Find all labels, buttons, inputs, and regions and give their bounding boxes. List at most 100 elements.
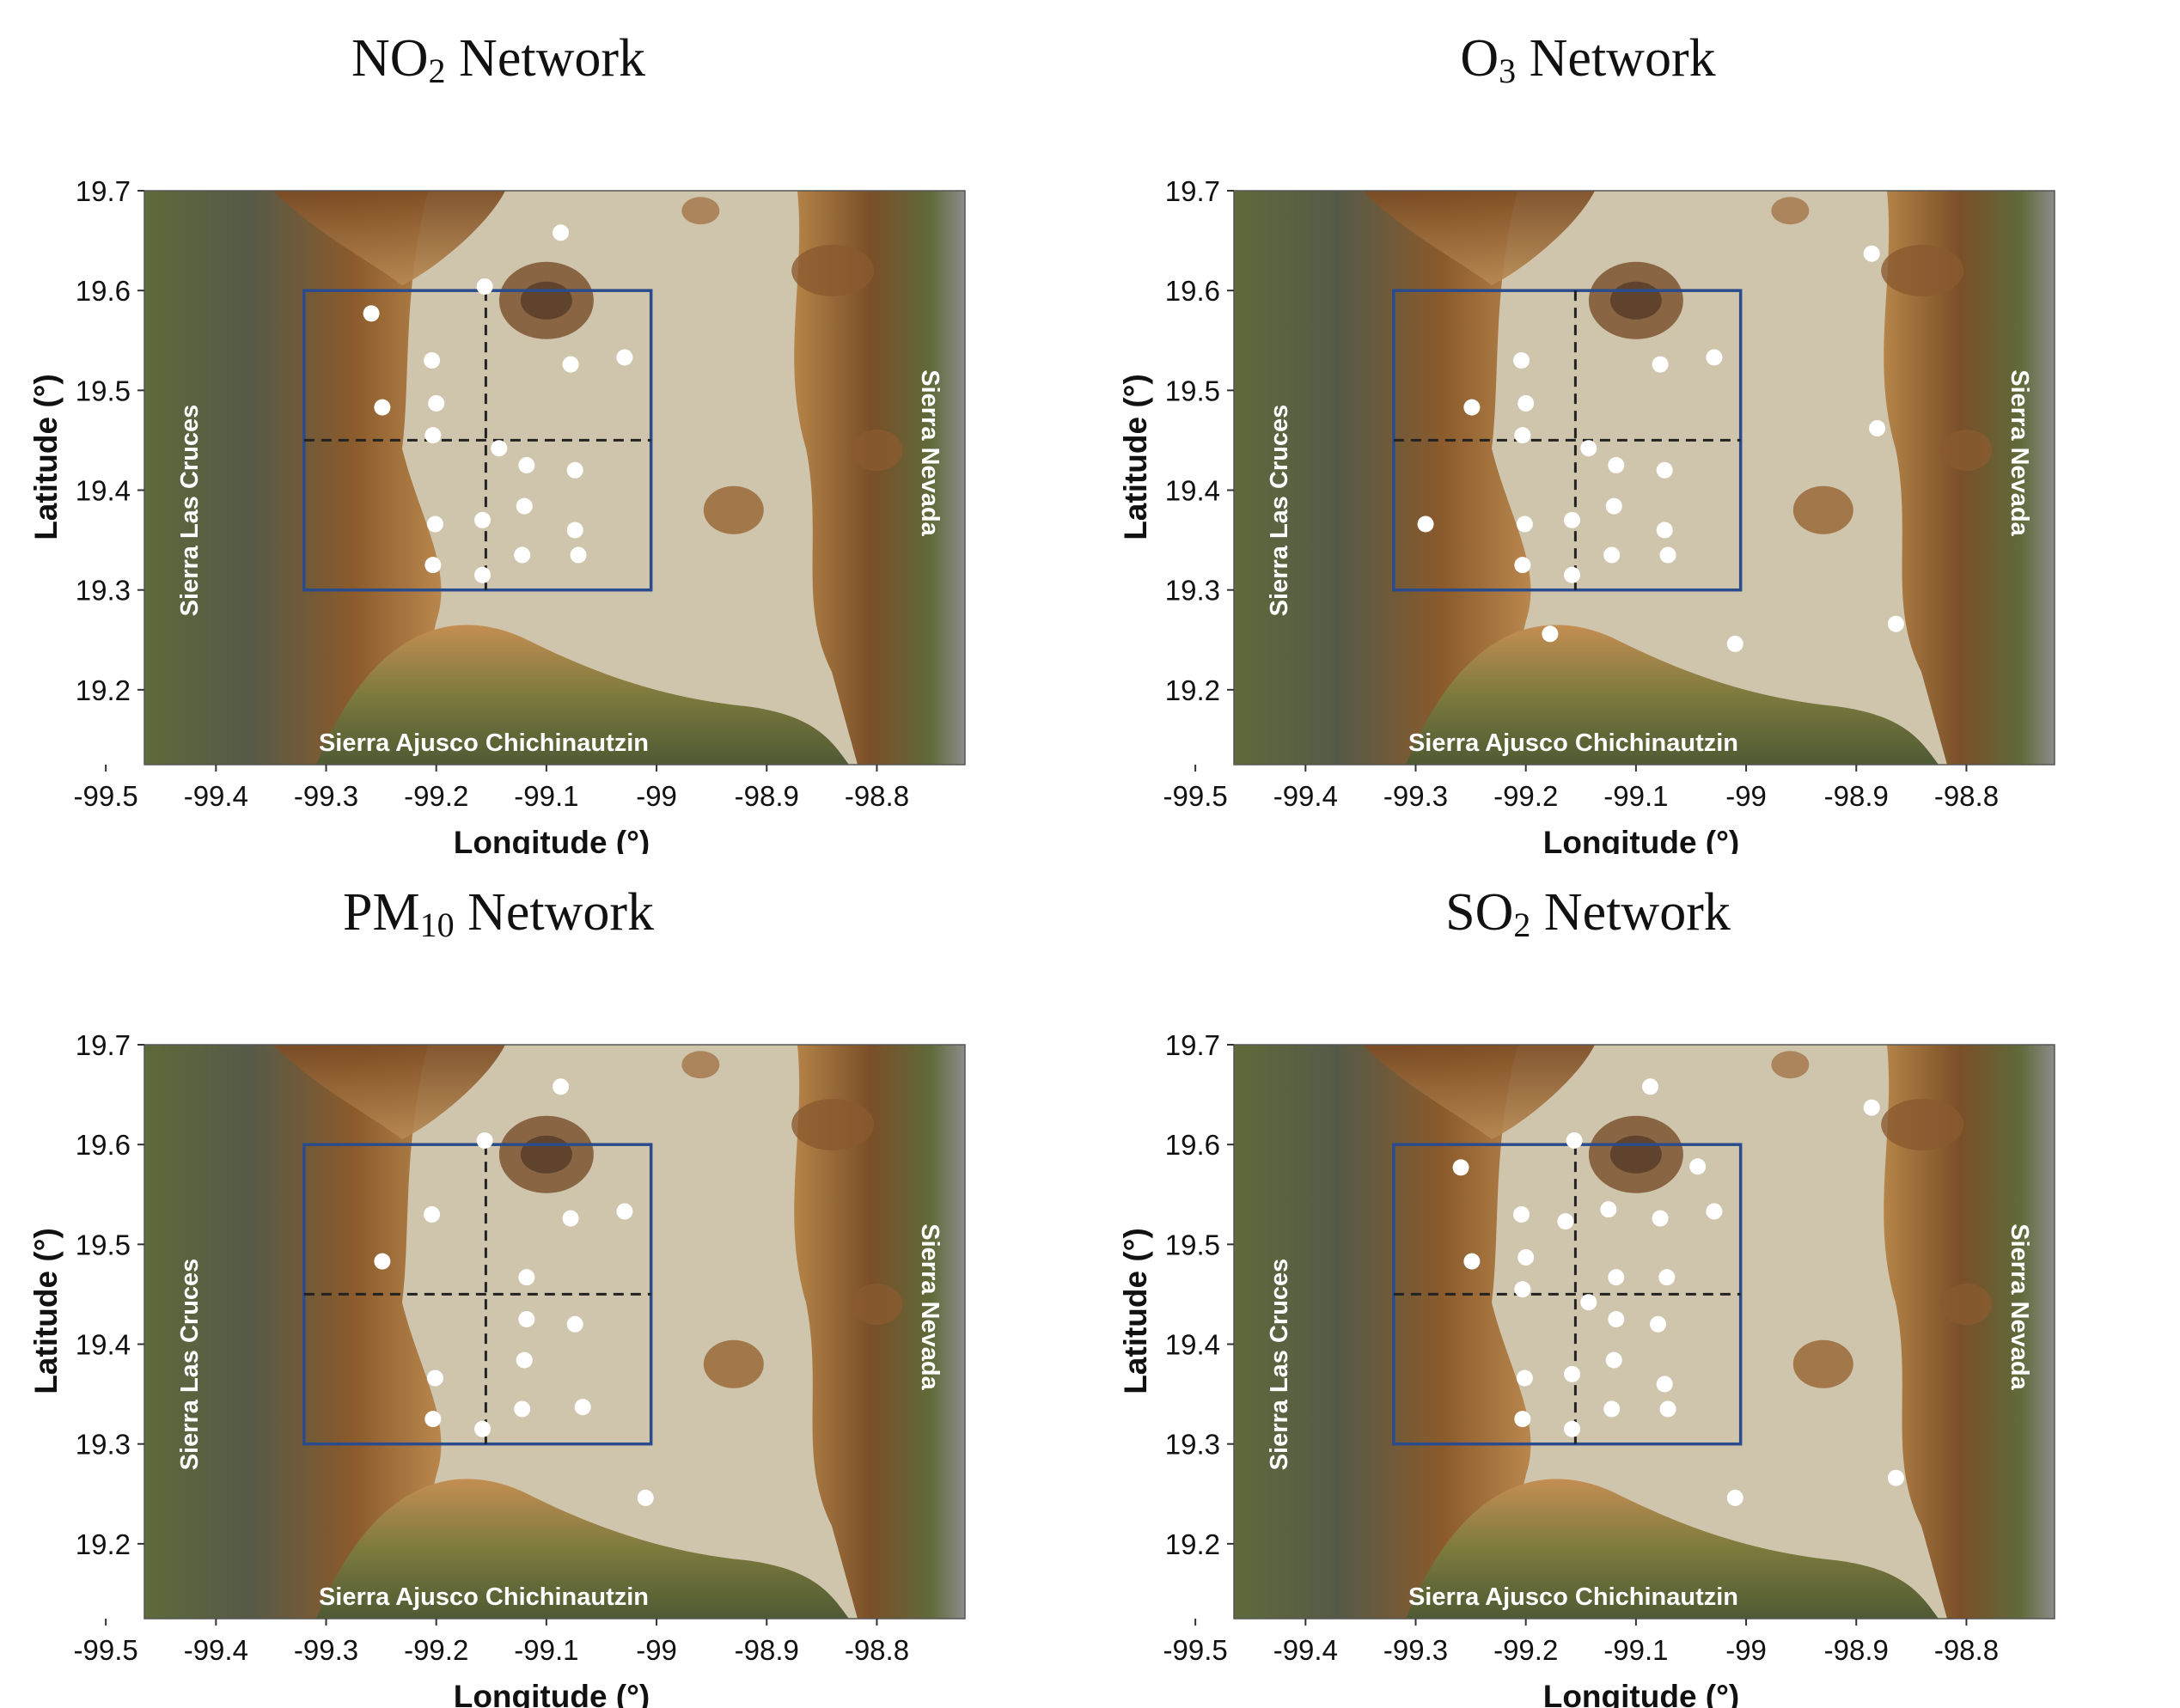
terrain-map <box>1234 1045 2055 1619</box>
x-tick-label: -98.8 <box>845 780 909 812</box>
station-point <box>474 1420 492 1437</box>
station-point <box>518 456 535 473</box>
station-point <box>1706 349 1723 366</box>
station-point <box>1642 1078 1659 1095</box>
station-point <box>1517 394 1535 412</box>
x-tick-label: -99.1 <box>1603 780 1668 812</box>
region-label-south: Sierra Ajusco Chichinautzin <box>1408 729 1738 757</box>
terrain-map <box>1234 191 2055 765</box>
station-point <box>1516 1369 1533 1387</box>
station-point <box>1566 1132 1583 1150</box>
y-axis-label: Latitude (°) <box>1118 1228 1153 1394</box>
panel-title: O3 Network <box>1460 29 1715 90</box>
x-tick-label: -99.3 <box>1383 1634 1448 1666</box>
y-tick-label: 19.7 <box>76 175 131 207</box>
region-label-west: Sierra Las Cruces <box>1266 405 1293 617</box>
station-point <box>1600 1201 1617 1218</box>
station-point <box>1608 456 1625 473</box>
station-point <box>553 224 570 241</box>
terrain-map <box>144 191 965 765</box>
x-tick-label: -99.1 <box>514 1634 578 1666</box>
station-point <box>570 546 587 564</box>
station-point <box>1463 399 1481 416</box>
x-tick-label: -99.2 <box>404 780 468 812</box>
x-tick-label: -99.4 <box>184 780 248 812</box>
y-tick-label: 19.2 <box>76 1528 131 1560</box>
map-panel-no2: NO2 Network Sierra Las Cruces Sierra Nevad… <box>0 0 1090 854</box>
x-tick-label: -99.1 <box>514 780 578 812</box>
y-tick-label: 19.7 <box>76 1029 131 1061</box>
station-point <box>1656 1376 1673 1393</box>
station-point <box>1656 461 1673 479</box>
x-axis-label: Longitude (°) <box>1543 825 1740 854</box>
x-tick-label: -99.2 <box>1493 780 1558 812</box>
x-tick-label: -99.4 <box>1273 1634 1338 1666</box>
station-point <box>1659 1400 1676 1418</box>
panel-title: PM10 Network <box>343 883 654 944</box>
station-point <box>1516 515 1533 533</box>
y-tick-label: 19.5 <box>76 375 131 406</box>
station-point <box>1887 1469 1904 1486</box>
x-axis-label: Longitude (°) <box>454 825 650 854</box>
x-tick-label: -98.8 <box>1934 1634 1999 1666</box>
station-point <box>1514 1411 1531 1428</box>
y-tick-label: 19.6 <box>76 275 131 307</box>
region-label-south: Sierra Ajusco Chichinautzin <box>319 1583 649 1611</box>
station-point <box>1580 440 1597 457</box>
station-point <box>424 557 442 574</box>
y-tick-label: 19.4 <box>1165 1329 1220 1361</box>
x-tick-label: -98.9 <box>735 780 799 812</box>
station-point <box>426 1369 443 1387</box>
region-label-west: Sierra Las Cruces <box>176 405 204 617</box>
station-point <box>476 278 493 296</box>
x-tick-label: -98.9 <box>1824 1634 1889 1666</box>
x-tick-label: -98.8 <box>1934 780 1999 812</box>
station-point <box>1863 245 1880 262</box>
station-point <box>1605 497 1622 515</box>
station-point <box>1580 1294 1597 1311</box>
x-tick-label: -99.3 <box>294 780 358 812</box>
station-point <box>476 1132 493 1150</box>
y-tick-label: 19.7 <box>1165 175 1220 207</box>
region-label-east: Sierra Nevada <box>2006 369 2033 536</box>
panel-title: SO2 Network <box>1445 883 1731 944</box>
x-axis-label: Longitude (°) <box>454 1679 650 1708</box>
station-point <box>1652 356 1669 373</box>
station-point <box>1650 1315 1667 1333</box>
y-tick-label: 19.2 <box>1165 674 1220 706</box>
station-point <box>1564 1420 1581 1437</box>
station-point <box>1726 1489 1743 1506</box>
station-point <box>514 1400 531 1418</box>
station-point <box>1658 1269 1676 1286</box>
y-tick-label: 19.3 <box>76 1429 131 1461</box>
station-point <box>1452 1159 1469 1176</box>
station-point <box>1603 546 1621 564</box>
station-point <box>424 427 442 444</box>
station-point <box>637 1489 654 1506</box>
y-tick-label: 19.7 <box>1165 1029 1220 1061</box>
station-point <box>424 1205 441 1223</box>
x-tick-label: -99 <box>1725 1634 1767 1666</box>
x-tick-label: -99 <box>636 780 677 812</box>
station-point <box>1608 1269 1625 1286</box>
station-point <box>516 497 533 515</box>
x-axis-label: Longitude (°) <box>1543 1679 1740 1708</box>
region-label-west: Sierra Las Cruces <box>176 1259 204 1471</box>
y-tick-label: 19.3 <box>76 575 131 607</box>
station-point <box>1542 625 1559 643</box>
map-figure: O3 Network Sierra Las Cruces Sierra Nevada… <box>1118 29 2055 854</box>
station-point <box>424 1411 442 1428</box>
station-point <box>553 1078 570 1095</box>
map-figure: SO2 Network Sierra Las Cruces Sierra Nevad… <box>1118 883 2055 1708</box>
y-tick-label: 19.4 <box>1165 475 1220 507</box>
station-point <box>1513 351 1530 369</box>
station-point <box>1564 511 1581 528</box>
panel-title: NO2 Network <box>351 29 645 90</box>
region-label-east: Sierra Nevada <box>916 1223 943 1390</box>
station-point <box>1656 522 1673 539</box>
station-point <box>1514 427 1531 444</box>
x-tick-label: -99.2 <box>1493 1634 1558 1666</box>
y-tick-label: 19.3 <box>1165 1429 1220 1461</box>
x-tick-label: -99 <box>636 1634 677 1666</box>
y-tick-label: 19.5 <box>1165 1229 1220 1260</box>
